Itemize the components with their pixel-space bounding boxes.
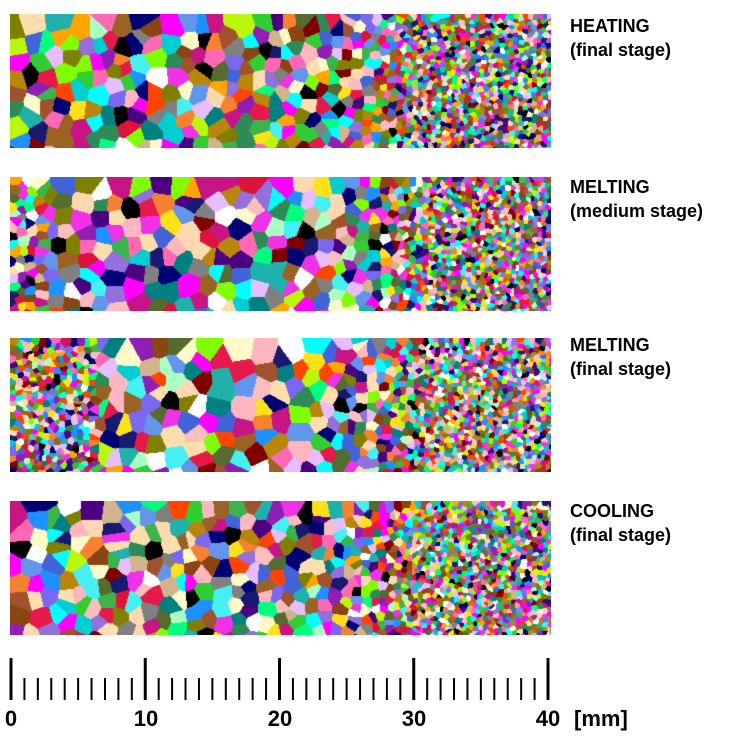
melting-final-label: MELTING (final stage) — [570, 333, 671, 381]
panel-stage: (medium stage) — [570, 201, 704, 221]
grain-structure-map — [10, 14, 551, 148]
heating-final-panel — [10, 14, 551, 148]
panel-title: MELTING — [570, 335, 650, 355]
scale-unit-label: [mm] — [574, 706, 628, 731]
panel-stage: (final stage) — [570, 359, 672, 379]
grain-structure-map — [10, 338, 551, 472]
cooling-final-label: COOLING (final stage) — [570, 499, 671, 547]
panel-title: MELTING — [570, 177, 650, 197]
length-scale-ruler — [9, 658, 550, 700]
cooling-final-panel — [10, 501, 551, 635]
grain-structure-map — [10, 177, 551, 311]
scale-tick-label: 10 — [133, 706, 159, 731]
panel-title: HEATING — [570, 16, 650, 36]
panel-stage: (final stage) — [570, 525, 672, 545]
melting-final-panel — [10, 338, 551, 472]
scale-tick-label: 20 — [267, 706, 293, 731]
scale-tick-label: 40 — [535, 706, 561, 731]
panel-title: COOLING — [570, 501, 654, 521]
scale-tick-label: 30 — [401, 706, 427, 731]
heating-final-label: HEATING (final stage) — [570, 14, 671, 62]
melting-medium-panel — [10, 177, 551, 311]
grain-structure-map — [10, 501, 551, 635]
melting-medium-label: MELTING (medium stage) — [570, 175, 703, 223]
scale-tick-label: 0 — [4, 706, 18, 731]
panel-stage: (final stage) — [570, 40, 672, 60]
